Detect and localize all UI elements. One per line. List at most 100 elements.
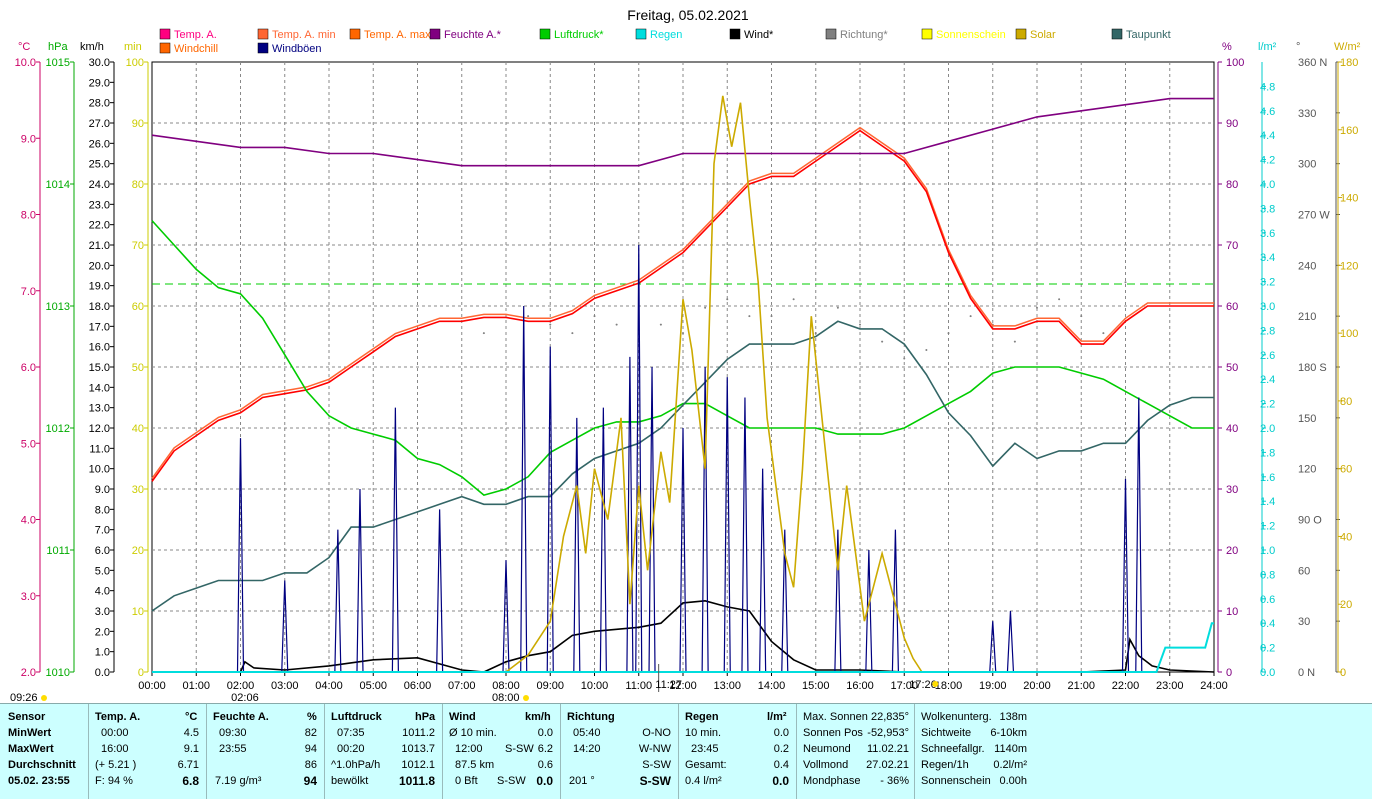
temp-current-feel: F: 94 % [95,775,133,787]
richtung-point [704,306,707,309]
solar-tick-label: 100 [1340,328,1358,340]
sun-tick-label: 100 [126,57,144,69]
dir-tick-label: 150 [1298,413,1316,425]
mondphase-label: Mondphase [803,775,861,787]
rain-tick-label: 1.4 [1260,496,1275,508]
windboeen-spike [865,549,873,673]
sun-tick-label: 70 [132,240,144,252]
legend-label: Wind* [744,29,774,41]
hum-tick-label: 90 [1226,118,1238,130]
row-label-avg: Durchschnitt [8,759,76,771]
luftdruck-max-value: 1013.7 [401,743,435,755]
x-tick-label: 21:00 [1067,680,1095,692]
x-tick-label: 05:00 [359,680,387,692]
sun-tick-label: 30 [132,484,144,496]
regen-header: Regen [685,711,719,723]
x-tick-label: 20:00 [1023,680,1051,692]
temp-tick-label: 3.0 [21,591,36,603]
legend-swatch [159,28,171,40]
x-tick-label: 09:00 [536,680,564,692]
dir-tick-label: 360 N [1298,57,1327,69]
wind-tick-label: 22.0 [89,220,110,232]
wind-tick-label: 13.0 [89,403,110,415]
legend-label: Temp. A. [174,29,217,41]
legend-label: Temp. A. min [272,29,336,41]
rain-tick-label: 0.6 [1260,594,1275,606]
wind-tick-label: 0.0 [95,667,110,679]
wind-tick-label: 26.0 [89,138,110,150]
sonne-max-value: 22,835° [870,711,909,723]
wolken-label: Wolkenunterg. [921,711,992,723]
richtung-point [836,306,839,309]
windboeen-spike [679,427,687,673]
dir-tick-label: 300 [1298,159,1316,171]
hum-tick-label: 50 [1226,362,1238,374]
x-tick-label: 08:00 [492,680,520,692]
dir-tick-label: 30 [1298,616,1310,628]
richtung-point [1102,332,1105,335]
feuchte-header: Feuchte A. [213,711,269,723]
vollmond-value: 27.02.21 [866,759,909,771]
stats-panel: Sensor MinWert MaxWert Durchschnitt 05.0… [0,703,1372,799]
richtung-point [881,340,884,343]
press-tick-label: 1011 [46,545,70,557]
wolken-value: 138m [999,711,1027,723]
hum-tick-label: 70 [1226,240,1238,252]
windboeen-spike [334,529,342,673]
stats-col-sensor: Sensor MinWert MaxWert Durchschnitt 05.0… [0,704,88,799]
legend-label: Solar [1030,29,1056,41]
richtung-point [593,315,596,318]
legend-swatch [635,28,647,40]
richtung-header: Richtung [567,711,615,723]
rain-tick-label: 1.0 [1260,545,1275,557]
series-feuchtea [151,97,1214,167]
press-tick-label: 1010 [46,667,70,679]
rain-tick-label: 3.2 [1260,277,1275,289]
rain-tick-label: 2.8 [1260,325,1275,337]
unit-press: hPa [48,41,68,53]
windboeen-spike [1006,610,1015,673]
richtung-min-time: 05:40 [573,727,601,739]
neumond-label: Neumond [803,743,851,755]
wind-tick-label: 15.0 [89,362,110,374]
windboeen-spike [648,366,656,673]
legend-label: Luftdruck* [554,29,604,41]
windboeen-spike [723,377,731,673]
feuchte-min-value: 82 [304,727,317,739]
legend-swatch [921,28,933,40]
richtung-point [792,298,795,301]
feuchte-unit: % [307,711,317,723]
start-time-label: 09:26 [10,692,38,703]
sunset-icon [932,681,939,687]
luftdruck-header: Luftdruck [331,711,382,723]
solar-tick-label: 180 [1340,57,1358,69]
sichtweite-label: Sichtweite [921,727,972,739]
solar-tick-label: 120 [1340,260,1358,272]
axis-unit-labels: °C hPa km/h min% l/m² ° W/m² [18,41,1361,53]
richtung-point [748,315,751,318]
dir-tick-label: 330 [1298,108,1316,120]
x-tick-label: 16:00 [846,680,874,692]
rain-tick-label: 1.8 [1260,447,1275,459]
legend: Temp. A. Temp. A. min Temp. A. max Feuchte … [159,28,1171,55]
rain-tick-label: 4.4 [1260,130,1275,142]
temp-tick-label: 2.0 [21,667,36,679]
richtung-avg-value: S-SW [642,759,671,771]
rain-tick-label: 2.4 [1260,374,1275,386]
press-tick-label: 1015 [46,57,70,69]
richtung-point [571,332,574,335]
windboeen-spike [701,366,709,673]
wind-tick-label: 2.0 [95,626,110,638]
stats-col-sonne: Max. Sonnen 22,835° Sonnen Pos -52,953° … [796,704,915,799]
sichtweite-value: 6-10km [990,727,1027,739]
sun-tick-label: 50 [132,362,144,374]
press-tick-label: 1012 [46,423,70,435]
sun-icon [41,695,47,701]
solar-tick-label: 40 [1340,531,1352,543]
rain-tick-label: 4.6 [1260,106,1275,118]
feuchte-abs: 7.19 g/m³ [215,775,262,787]
richtung-max-value: W-NW [638,743,671,755]
wind-max-dir: S-SW [505,743,534,755]
temp-current-value: 6.8 [182,774,199,788]
rain-tick-label: 4.8 [1260,81,1275,93]
